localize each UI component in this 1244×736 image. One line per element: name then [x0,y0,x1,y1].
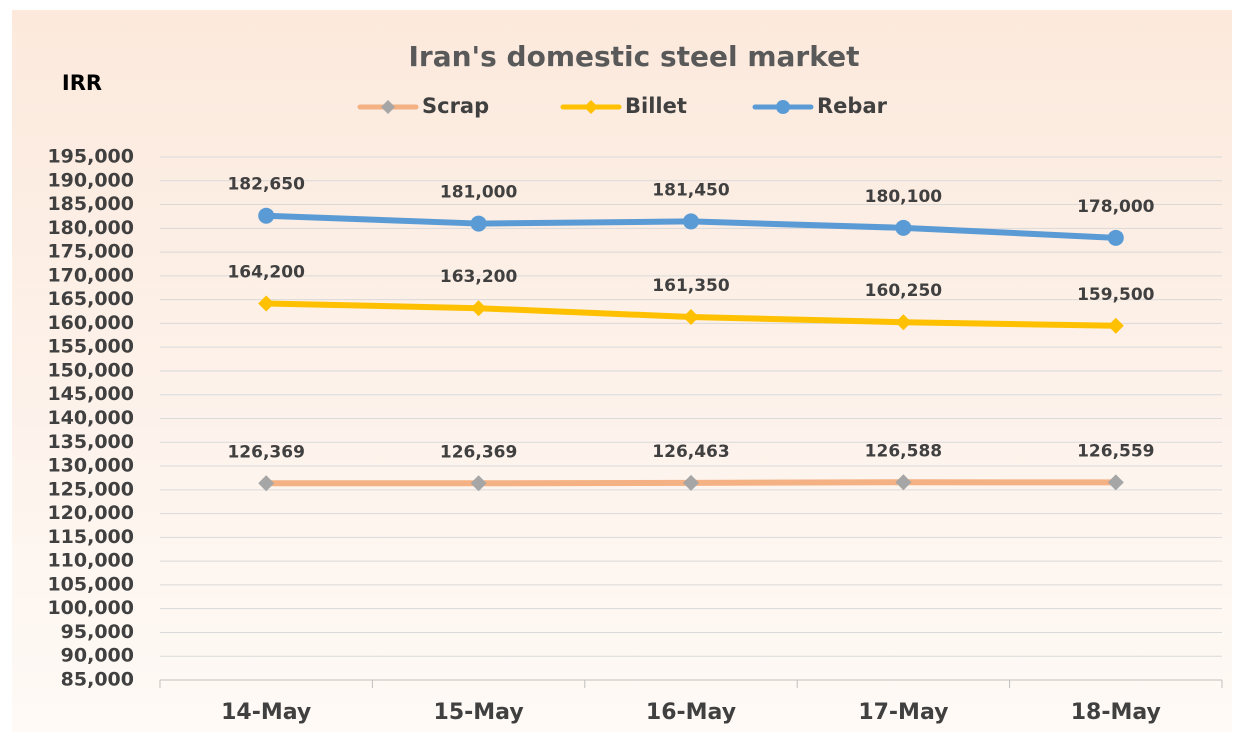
data-point [895,314,912,331]
y-tick-label: 110,000 [47,550,134,572]
legend-label: Billet [625,94,687,118]
y-tick-label: 95,000 [61,621,134,643]
data-label: 161,350 [652,276,730,296]
data-label: 178,000 [1077,197,1155,217]
data-label: 160,250 [865,281,943,301]
data-label: 163,200 [440,267,518,287]
y-tick-label: 180,000 [47,217,134,239]
data-point [1107,317,1124,334]
data-label: 181,450 [652,180,730,200]
x-tick-label: 15-May [434,700,524,725]
y-tick-label: 100,000 [47,597,134,619]
y-tick-label: 160,000 [47,312,134,334]
legend-label: Rebar [817,94,888,118]
y-tick-label: 135,000 [47,431,134,453]
y-tick-label: 175,000 [47,241,134,263]
data-point [895,219,912,236]
data-point [258,295,275,312]
y-tick-label: 195,000 [47,146,134,168]
legend-label: Scrap [422,94,489,118]
data-point [258,475,275,492]
x-tick-label: 18-May [1071,700,1161,725]
data-point [470,300,487,317]
data-label: 126,559 [1077,441,1154,461]
chart-title: Iran's domestic steel market [409,40,860,73]
data-point [683,308,699,325]
data-point [683,213,699,230]
y-tick-label: 185,000 [47,193,134,215]
legend-marker [776,100,790,114]
data-label: 126,369 [227,442,304,462]
data-label: 159,500 [1077,285,1155,305]
data-label: 126,369 [440,442,517,462]
data-label: 182,650 [227,175,305,195]
y-tick-label: 120,000 [47,502,134,524]
data-label: 181,000 [440,183,518,203]
data-label: 126,588 [865,441,942,461]
y-tick-label: 105,000 [47,573,134,595]
y-tick-label: 125,000 [47,478,134,500]
data-label: 126,463 [652,442,729,462]
data-point [470,475,487,492]
x-tick-label: 14-May [221,700,311,725]
x-tick-label: 16-May [646,700,736,725]
x-tick-label: 17-May [858,700,948,725]
legend-marker [381,100,395,114]
data-point [895,474,912,491]
y-tick-label: 165,000 [47,288,134,310]
y-tick-label: 115,000 [47,526,134,548]
data-point [1107,229,1124,246]
y-tick-label: 90,000 [61,645,134,667]
y-tick-label: 170,000 [47,264,134,286]
y-tick-label: 140,000 [47,407,134,429]
y-axis-label: IRR [62,71,102,95]
data-point [1107,474,1124,491]
data-label: 180,100 [865,187,943,207]
data-point [683,474,699,491]
data-point [258,207,275,224]
y-tick-label: 85,000 [61,669,134,691]
legend-marker [584,100,598,114]
data-point [470,215,487,232]
y-tick-label: 145,000 [47,383,134,405]
y-tick-label: 155,000 [47,336,134,358]
y-tick-label: 130,000 [47,455,134,477]
y-tick-label: 150,000 [47,359,134,381]
y-tick-label: 190,000 [47,169,134,191]
data-label: 164,200 [227,262,305,282]
